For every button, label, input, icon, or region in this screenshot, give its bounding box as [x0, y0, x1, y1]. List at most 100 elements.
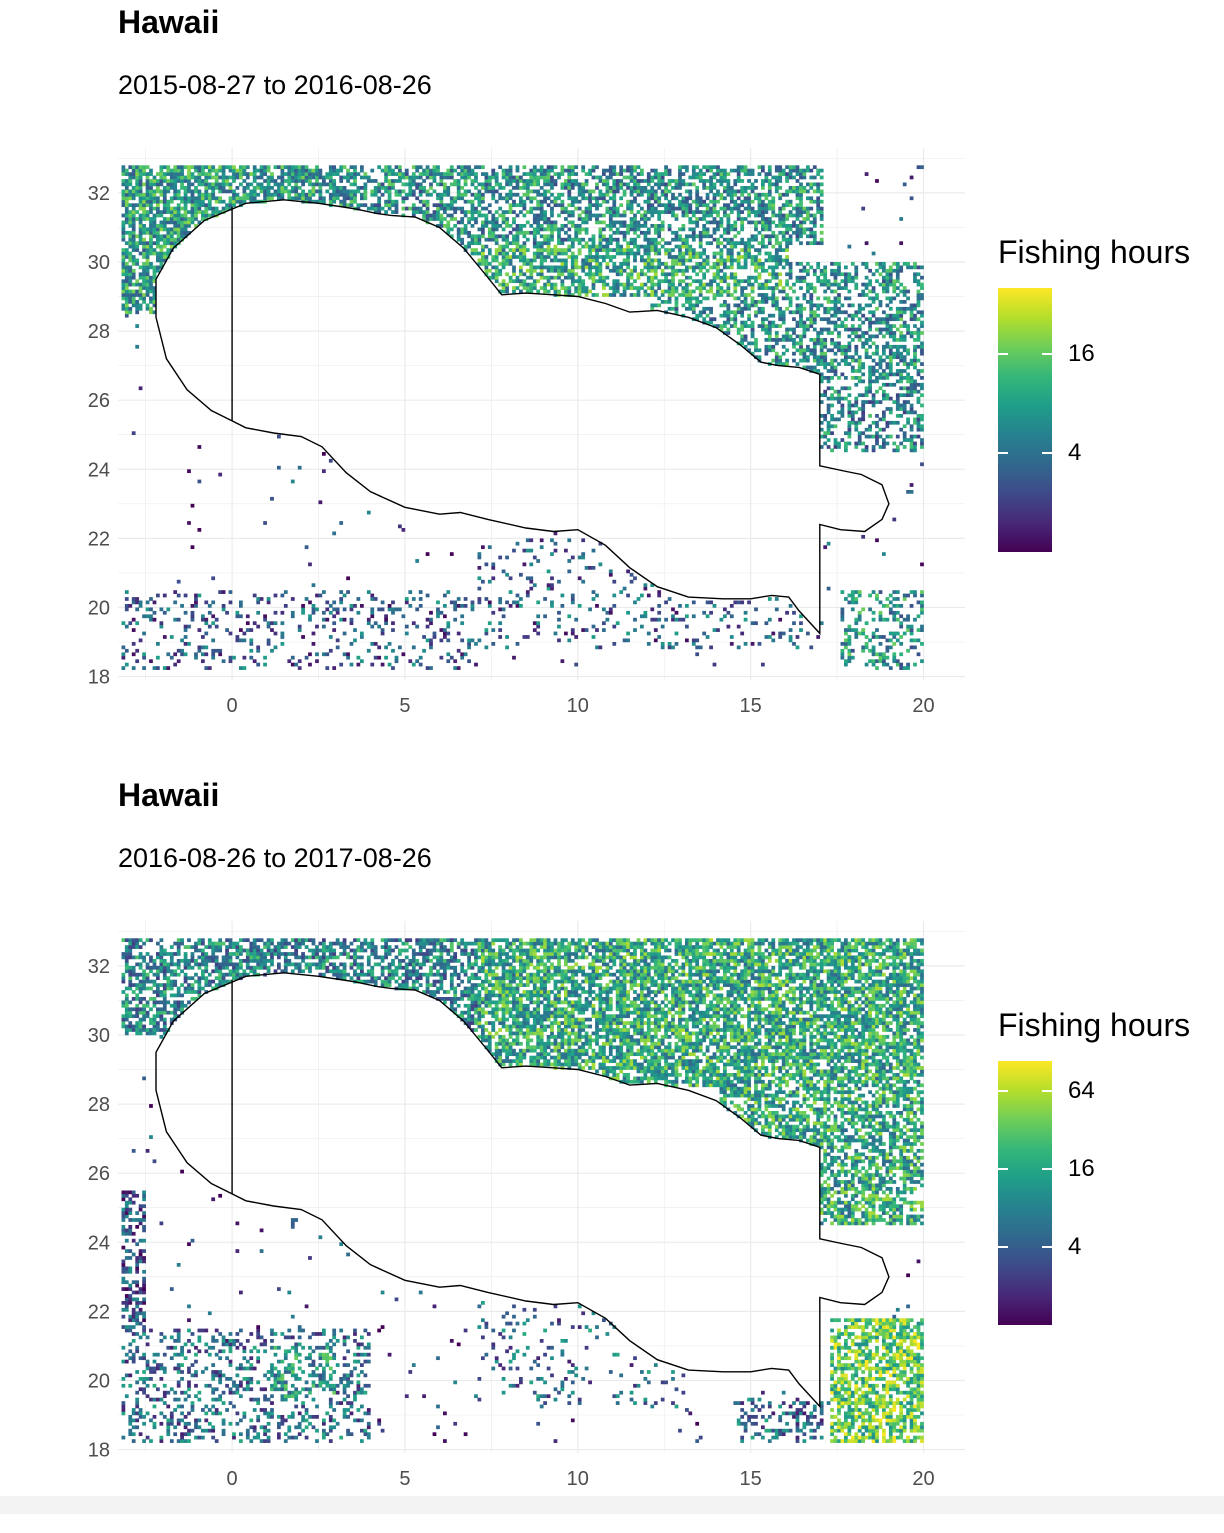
heat-cell	[284, 172, 288, 176]
heat-cell	[125, 663, 129, 667]
heat-cell	[585, 179, 589, 183]
heat-cell	[727, 193, 731, 197]
heat-cell	[830, 424, 834, 428]
heat-cell	[543, 221, 547, 225]
heat-cell	[740, 307, 744, 311]
heat-cell	[419, 210, 423, 214]
heat-cell	[540, 228, 544, 232]
heat-cell	[512, 252, 516, 256]
heat-cell	[246, 176, 250, 180]
heat-cell	[861, 342, 865, 346]
heat-cell	[201, 659, 205, 663]
heat-cell	[744, 266, 748, 270]
heat-cell	[737, 169, 741, 173]
heat-cell	[820, 193, 824, 197]
heat-cell	[467, 200, 471, 204]
heat-cell	[149, 266, 153, 270]
heat-cell	[733, 297, 737, 301]
heat-cell	[782, 193, 786, 197]
heat-cell	[848, 656, 852, 660]
heat-cell	[713, 172, 717, 176]
heat-cell	[377, 186, 381, 190]
heat-cell	[294, 169, 298, 173]
heat-cell	[125, 649, 129, 653]
heat-cell	[184, 217, 188, 221]
heat-cell	[661, 269, 665, 273]
heat-cell	[488, 221, 492, 225]
heat-cell	[640, 224, 644, 228]
heat-cell	[229, 165, 233, 169]
heat-cell	[564, 276, 568, 280]
heat-cell	[122, 193, 126, 197]
heat-cell	[512, 176, 516, 180]
heat-cell	[796, 228, 800, 232]
heat-cell	[208, 169, 212, 173]
heat-cell	[267, 639, 271, 643]
heat-cell	[201, 614, 205, 618]
heat-cell	[222, 200, 226, 204]
heat-cell	[761, 328, 765, 332]
heat-cell	[661, 210, 665, 214]
heat-cell	[841, 272, 845, 276]
heat-cell	[429, 639, 433, 643]
heat-cell	[723, 614, 727, 618]
heat-cell	[844, 348, 848, 352]
heat-cell	[543, 176, 547, 180]
heat-cell	[267, 625, 271, 629]
heat-cell	[523, 255, 527, 259]
heat-cell	[806, 328, 810, 332]
heat-cell	[160, 179, 164, 183]
heat-cell	[740, 300, 744, 304]
heat-cell	[270, 196, 274, 200]
heat-cell	[671, 214, 675, 218]
heat-cell	[149, 190, 153, 194]
heat-cell	[339, 186, 343, 190]
heat-cell	[630, 272, 634, 276]
heat-cell	[668, 248, 672, 252]
heat-cell	[602, 172, 606, 176]
heat-cell	[816, 635, 820, 639]
heat-cell	[602, 259, 606, 263]
heat-cell	[281, 635, 285, 639]
heat-cell	[858, 304, 862, 308]
heat-cell	[716, 200, 720, 204]
heat-cell	[153, 207, 157, 211]
heat-cell	[395, 608, 399, 612]
heat-cell	[533, 190, 537, 194]
heat-cell	[512, 179, 516, 183]
heat-cell	[785, 272, 789, 276]
heat-cell	[550, 587, 554, 591]
heat-cell	[364, 176, 368, 180]
heat-cell	[820, 210, 824, 214]
heat-cell	[616, 210, 620, 214]
heat-cell	[585, 628, 589, 632]
heat-cell	[581, 217, 585, 221]
heat-cell	[623, 176, 627, 180]
heat-cell	[720, 179, 724, 183]
heat-cell	[647, 172, 651, 176]
heat-cell	[478, 252, 482, 256]
heat-cell	[567, 183, 571, 187]
heat-cell	[820, 238, 824, 242]
heat-cell	[851, 414, 855, 418]
heat-cell	[768, 255, 772, 259]
heat-cell	[771, 221, 775, 225]
heat-cell	[135, 608, 139, 612]
heat-cell	[540, 266, 544, 270]
heat-cell	[550, 286, 554, 290]
heat-cell	[523, 241, 527, 245]
heat-cell	[588, 252, 592, 256]
heat-cell	[346, 190, 350, 194]
heat-cell	[529, 231, 533, 235]
heat-cell	[837, 393, 841, 397]
heat-cell	[208, 214, 212, 218]
heat-cell	[633, 217, 637, 221]
heat-cell	[132, 217, 136, 221]
heat-cell	[135, 310, 139, 314]
heat-cell	[720, 196, 724, 200]
heat-cell	[782, 338, 786, 342]
heat-cell	[754, 342, 758, 346]
heat-cell	[132, 221, 136, 225]
heat-cell	[554, 632, 558, 636]
heat-cell	[436, 203, 440, 207]
